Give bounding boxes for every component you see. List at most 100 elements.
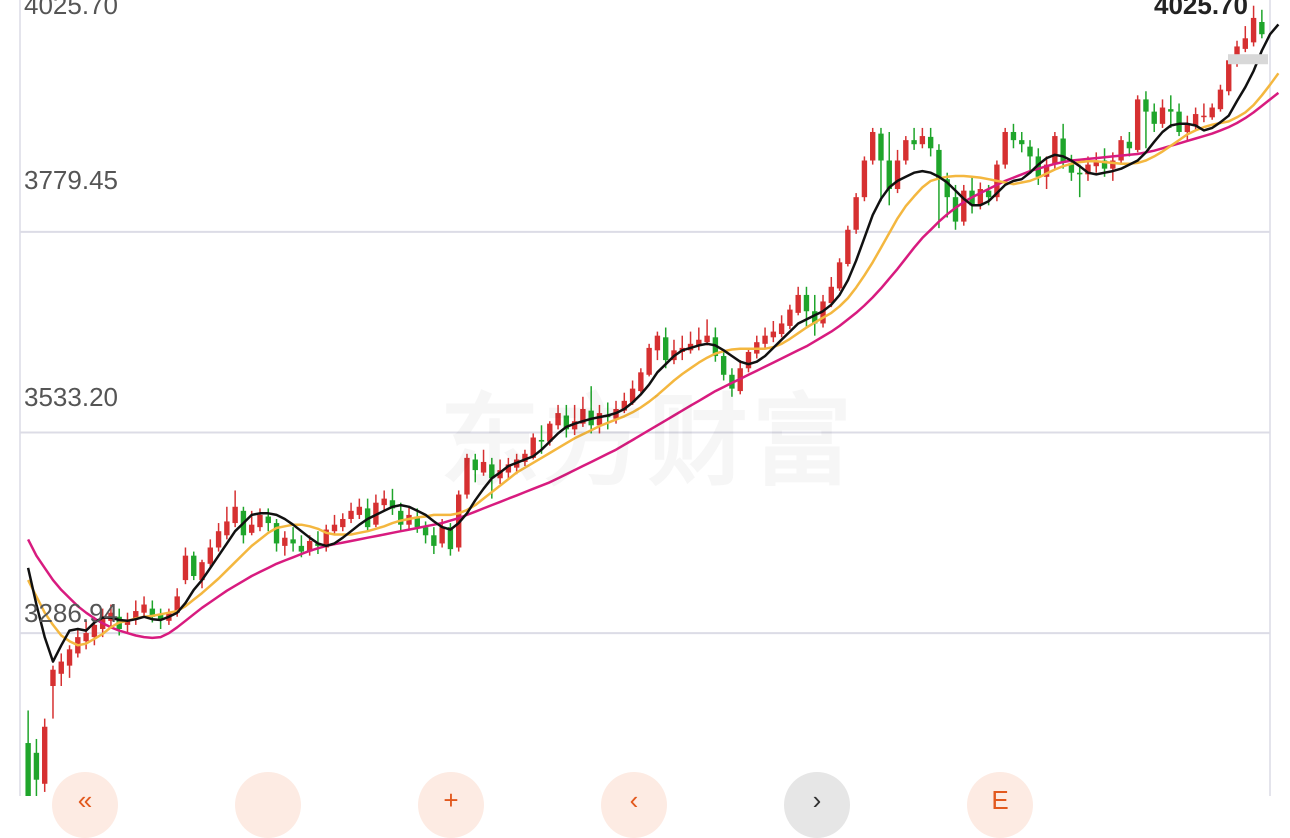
watermark: 东方财富 xyxy=(440,360,856,505)
candle-body xyxy=(1250,17,1257,43)
candle-body xyxy=(522,453,528,462)
candle-body xyxy=(398,510,404,525)
candle-body xyxy=(290,539,296,544)
right-arrow-icon[interactable]: › xyxy=(784,772,850,838)
candle-body xyxy=(762,335,768,344)
candle-body xyxy=(422,527,429,536)
candle-body xyxy=(348,510,354,519)
candle-body xyxy=(1201,115,1207,118)
candle-body xyxy=(83,633,89,642)
end-icon[interactable]: E xyxy=(967,772,1033,838)
candle-body xyxy=(1110,160,1116,169)
candle-body xyxy=(803,294,810,312)
candle-body xyxy=(257,514,263,528)
candle-body xyxy=(480,461,487,473)
candle-body xyxy=(50,669,56,687)
candle-body xyxy=(1010,131,1017,141)
candle-body xyxy=(555,413,561,426)
candle-body xyxy=(952,197,959,222)
candle-body xyxy=(1035,156,1041,177)
candle-body xyxy=(663,337,669,361)
candle-body xyxy=(224,521,230,536)
candle-body xyxy=(778,323,785,335)
plus-icon[interactable]: + xyxy=(418,772,484,838)
candle-body xyxy=(870,131,876,161)
candle-body xyxy=(141,604,147,613)
candle-body xyxy=(282,537,288,546)
candle-body xyxy=(828,286,834,304)
candle-body xyxy=(497,470,503,479)
candle-body xyxy=(157,614,164,620)
candlestick-chart[interactable] xyxy=(0,0,1290,796)
candle-body xyxy=(629,388,636,403)
candle-body xyxy=(298,545,305,552)
candle-body xyxy=(1101,160,1108,169)
candle-body xyxy=(1085,164,1091,175)
left-arrow-icon[interactable]: ‹ xyxy=(601,772,667,838)
candle-body xyxy=(249,524,255,533)
candle-body xyxy=(1134,99,1141,150)
candle-body xyxy=(472,459,478,471)
candle-body xyxy=(439,527,445,544)
candle-body xyxy=(232,506,238,524)
candle-body xyxy=(845,229,851,264)
candle-body xyxy=(1043,164,1050,177)
candle-body xyxy=(1027,146,1033,157)
candle-body xyxy=(133,611,139,620)
candle-body xyxy=(596,413,603,426)
last-price-marker xyxy=(1228,54,1268,65)
candle-body xyxy=(191,555,197,577)
candle-body xyxy=(323,529,329,548)
candle-body xyxy=(696,339,702,346)
y-tick-label: 3533.20 xyxy=(24,382,118,412)
candle-body xyxy=(431,535,437,546)
candle-body xyxy=(174,596,180,613)
candle-body xyxy=(853,197,859,230)
candle-body xyxy=(456,494,462,548)
candle-body xyxy=(720,356,727,375)
candle-body xyxy=(1242,38,1248,49)
candle-body xyxy=(464,457,470,495)
candle-body xyxy=(1192,114,1199,126)
candle-body xyxy=(414,516,420,528)
candle-body xyxy=(638,372,644,392)
y-tick-label: 3779.45 xyxy=(24,165,118,195)
candle-body xyxy=(985,190,992,198)
candle-body xyxy=(1126,141,1133,149)
candle-body xyxy=(1209,107,1215,118)
candle-body xyxy=(1168,109,1174,112)
double-left-arrow-icon[interactable]: « xyxy=(52,772,118,838)
candle-body xyxy=(182,555,189,581)
candle-body xyxy=(1052,136,1058,165)
candle-body xyxy=(1093,160,1099,167)
candle-body xyxy=(1068,162,1075,173)
candle-body xyxy=(646,347,652,375)
candle-body xyxy=(273,523,280,544)
candle-body xyxy=(1176,111,1182,132)
candle-body xyxy=(961,190,967,222)
candle-body xyxy=(1118,140,1124,161)
candle-body xyxy=(389,500,396,509)
minus-icon[interactable] xyxy=(235,772,301,838)
candle-body xyxy=(919,136,926,145)
candle-body xyxy=(571,421,578,430)
candle-body xyxy=(265,516,271,524)
candle-body xyxy=(1184,123,1191,132)
candle-body xyxy=(331,524,338,532)
candle-body xyxy=(927,136,934,149)
candle-body xyxy=(381,498,387,506)
candle-body xyxy=(1019,140,1025,145)
candle-body xyxy=(911,140,917,145)
candle-body xyxy=(215,531,222,548)
candle-body xyxy=(861,160,868,198)
last-price-label: 4025.70 xyxy=(1154,0,1248,20)
candle-body xyxy=(1217,89,1224,110)
candle-body xyxy=(66,649,73,666)
ma10-line xyxy=(26,72,1280,647)
candle-body xyxy=(812,311,818,324)
candle-body xyxy=(1226,60,1232,92)
candle-body xyxy=(91,624,98,638)
candle-body xyxy=(356,506,363,515)
candle-body xyxy=(340,518,346,528)
candle-body xyxy=(547,423,553,442)
